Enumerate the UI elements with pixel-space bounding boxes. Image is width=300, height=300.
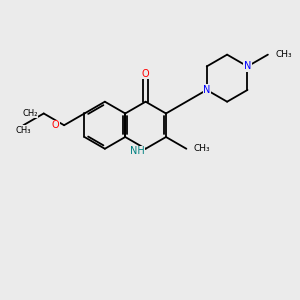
Text: N: N [244,61,251,71]
Text: CH₃: CH₃ [16,126,31,135]
Text: N: N [203,85,210,95]
Text: CH₃: CH₃ [194,144,210,153]
Text: NH: NH [130,146,144,156]
Text: CH₃: CH₃ [275,50,292,59]
Text: O: O [142,69,149,79]
Text: CH₂: CH₂ [22,109,38,118]
Text: O: O [52,120,59,130]
